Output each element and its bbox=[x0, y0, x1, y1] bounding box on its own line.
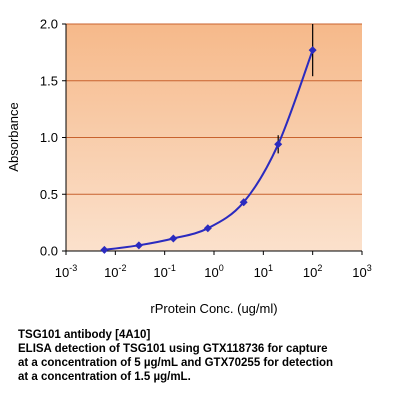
y-tick-label: 0.0 bbox=[40, 244, 58, 259]
elisa-chart: 0.00.51.01.52.0 10-3 10-2 10-1 100 101 102 103… bbox=[6, 17, 372, 317]
data-point bbox=[100, 245, 109, 254]
y-axis-ticks: 0.0 0.5 1.0 1.5 2.0 bbox=[40, 17, 66, 259]
x-tick-label: 102 bbox=[303, 263, 322, 280]
x-tick-exponent: 2 bbox=[317, 263, 322, 273]
x-tick-base: 10 bbox=[303, 265, 317, 280]
caption-line-3: at a concentration of 5 µg/mL and GTX702… bbox=[18, 357, 334, 369]
caption-line-2: ELISA detection of TSG101 using GTX11873… bbox=[18, 343, 328, 355]
x-tick-exponent: -1 bbox=[168, 263, 176, 273]
caption-line-1: TSG101 antibody [4A10] bbox=[18, 329, 151, 341]
data-point bbox=[239, 198, 248, 207]
gridlines bbox=[66, 23, 362, 195]
y-tick-label: 1.5 bbox=[40, 73, 58, 88]
x-tick-exponent: 0 bbox=[219, 263, 224, 273]
x-tick-base: 10 bbox=[104, 265, 118, 280]
x-tick-exponent: -2 bbox=[119, 263, 127, 273]
data-point bbox=[274, 140, 283, 149]
caption-line-4: at a concentration of 1.5 µg/mL. bbox=[18, 371, 191, 383]
x-tick-label: 10-1 bbox=[153, 263, 175, 280]
x-tick-label: 101 bbox=[254, 263, 273, 280]
y-tick-label: 0.5 bbox=[40, 187, 58, 202]
x-tick-label: 103 bbox=[352, 263, 371, 280]
data-point bbox=[169, 234, 178, 243]
x-tick-exponent: -3 bbox=[69, 263, 77, 273]
x-tick-label: 10-3 bbox=[55, 263, 77, 280]
data-point bbox=[134, 241, 143, 250]
x-tick-exponent: 3 bbox=[367, 263, 372, 273]
x-tick-base: 10 bbox=[204, 265, 218, 280]
x-tick-label: 10-2 bbox=[104, 263, 126, 280]
x-tick-base: 10 bbox=[55, 265, 69, 280]
x-tick-label: 100 bbox=[204, 263, 223, 280]
data-point bbox=[203, 224, 212, 233]
x-axis-ticks: 10-3 10-2 10-1 100 101 102 103 bbox=[55, 251, 372, 280]
data-markers bbox=[100, 46, 317, 254]
x-tick-base: 10 bbox=[153, 265, 167, 280]
x-axis-label: rProtein Conc. (ug/ml) bbox=[150, 301, 277, 316]
x-tick-base: 10 bbox=[352, 265, 366, 280]
data-point bbox=[308, 46, 317, 55]
y-tick-label: 2.0 bbox=[40, 17, 58, 32]
x-tick-base: 10 bbox=[254, 265, 268, 280]
y-axis-label: Absorbance bbox=[6, 102, 21, 171]
figure-caption: TSG101 antibody [4A10] ELISA detection o… bbox=[18, 328, 396, 384]
y-tick-label: 1.0 bbox=[40, 130, 58, 145]
x-tick-exponent: 1 bbox=[268, 263, 273, 273]
